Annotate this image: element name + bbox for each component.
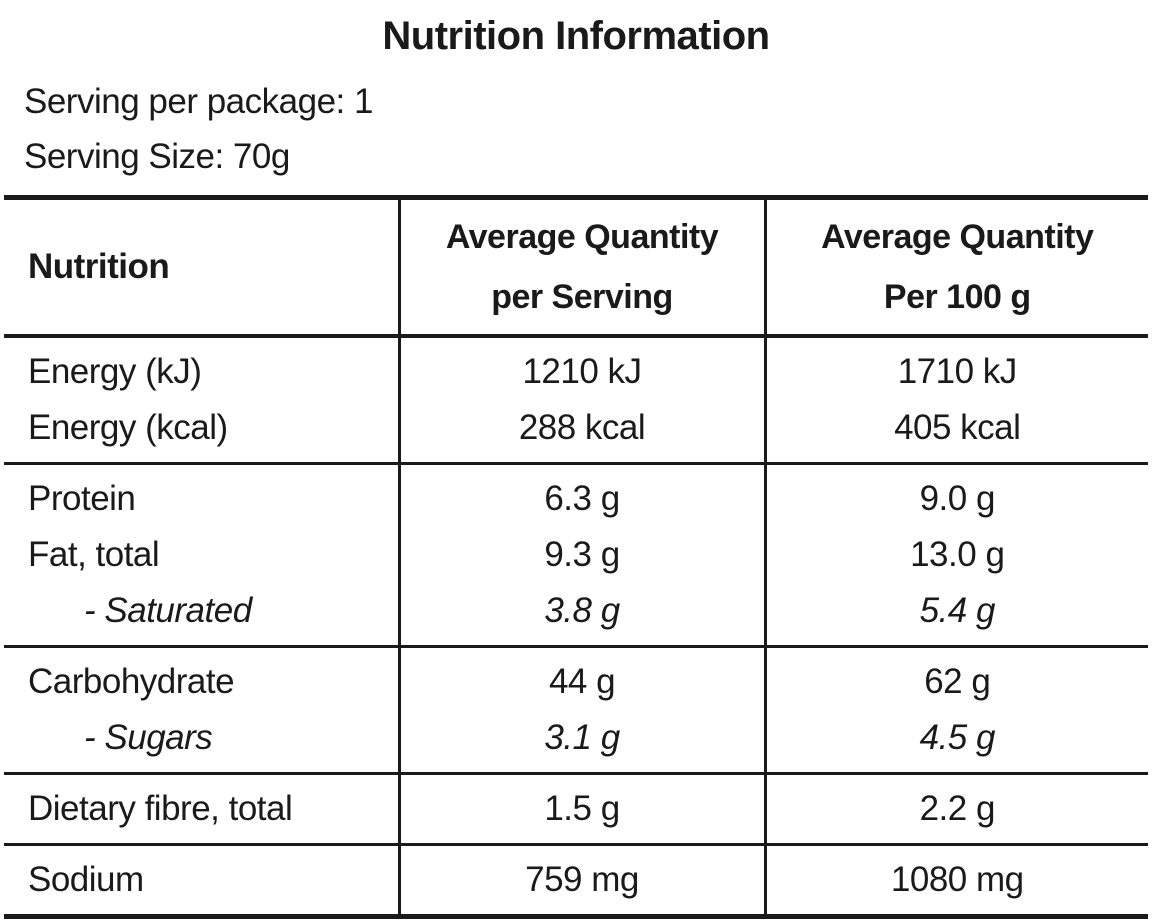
nutrient-label-cell: Carbohydrate - Sugars [4, 647, 399, 774]
per-serving-value: 9.3 g [544, 535, 620, 574]
nutrient-label: Protein [28, 479, 136, 518]
per-serving-value-cell: 1.5 g [397, 773, 765, 845]
per-serving-value: 6.3 g [544, 479, 620, 518]
per-serving-value: 3.1 g [544, 718, 620, 757]
nutrient-label: Fat, total [28, 535, 160, 574]
nutrient-label-cell: Sodium [4, 845, 399, 917]
per-serving-value-cell: 759 mg [397, 844, 765, 917]
per-100g-value: 13.0 g [910, 535, 1005, 574]
per-100g-value-cell: 2.2 g [763, 773, 1148, 845]
per-serving-value-cell: 44 g 3.1 g [397, 646, 765, 774]
nutrient-label-cell: Protein Fat, total - Saturated [4, 464, 399, 647]
per-100g-value: 405 kcal [894, 408, 1021, 447]
per-100g-value: 1710 kJ [897, 352, 1018, 391]
per-100g-value-cell: 62 g 4.5 g [763, 646, 1148, 774]
nutrient-label: Energy (kJ) [28, 352, 202, 391]
per-100g-value: 1080 mg [890, 860, 1024, 899]
header-per-100g-line2: Per 100 g [883, 278, 1031, 316]
table-section-row: Sodium 759 mg 1080 mg [4, 844, 1148, 917]
per-serving-value: 288 kcal [518, 408, 646, 447]
table-section-row: Energy (kJ) Energy (kcal) 1210 kJ 288 kcal 1… [4, 336, 1148, 464]
per-100g-value: 5.4 g [919, 591, 996, 630]
nutrient-label: Energy (kcal) [28, 408, 228, 447]
nutrient-label-cell: Energy (kJ) Energy (kcal) [4, 336, 399, 464]
header-per-serving-line2: per Serving [491, 278, 673, 316]
serving-size-text: Serving Size: 70g [24, 137, 290, 176]
per-100g-value-cell: 9.0 g 13.0 g 5.4 g [763, 463, 1148, 647]
per-serving-value-cell: 1210 kJ 288 kcal [397, 336, 765, 464]
per-100g-value: 9.0 g [919, 479, 996, 518]
table-section-row: Protein Fat, total - Saturated 6.3 g 9.3 g 3.… [4, 463, 1148, 647]
per-serving-value: 1210 kJ [522, 352, 642, 391]
nutrient-label: Carbohydrate [28, 662, 235, 701]
page-title: Nutrition Information [382, 14, 770, 58]
header-per-serving: Average Quantity per Serving [397, 197, 765, 336]
nutrient-label: - Sugars [84, 718, 213, 757]
per-100g-value-cell: 1080 mg [763, 844, 1148, 917]
header-per-100g: Average Quantity Per 100 g [763, 197, 1148, 336]
header-nutrition: Nutrition [28, 247, 170, 286]
serving-info: Serving per package: 1 Serving Size: 70g [24, 74, 1152, 184]
per-serving-value: 3.8 g [544, 591, 620, 630]
nutrition-table-header: Nutrition Average Quantity per Serving A… [4, 197, 1148, 336]
per-100g-value-cell: 1710 kJ 405 kcal [763, 336, 1148, 464]
per-100g-value: 4.5 g [919, 718, 996, 757]
per-serving-value: 44 g [548, 662, 616, 701]
header-per-100g-line1: Average Quantity [821, 218, 1094, 256]
per-serving-value-cell: 6.3 g 9.3 g 3.8 g [397, 463, 765, 647]
per-serving-value: 1.5 g [544, 789, 620, 828]
serving-per-package-text: Serving per package: 1 [24, 82, 373, 121]
table-section-row: Dietary fibre, total 1.5 g 2.2 g [4, 773, 1148, 845]
nutrient-label: Sodium [28, 860, 144, 899]
per-100g-value: 2.2 g [919, 789, 996, 828]
nutrition-table: Nutrition Average Quantity per Serving A… [4, 195, 1148, 919]
header-row: Nutrition Average Quantity per Serving A… [4, 197, 1148, 336]
nutrition-table-body: Energy (kJ) Energy (kcal) 1210 kJ 288 kcal 1… [4, 336, 1148, 917]
per-100g-value: 62 g [924, 662, 991, 701]
nutrient-label: Dietary fibre, total [28, 789, 293, 828]
header-per-serving-line1: Average Quantity [445, 218, 719, 256]
nutrient-label-cell: Dietary fibre, total [4, 774, 399, 845]
table-section-row: Carbohydrate - Sugars 44 g 3.1 g 62 g 4.5 g [4, 646, 1148, 774]
per-serving-value: 759 mg [525, 860, 639, 899]
nutrient-label: - Saturated [84, 591, 252, 630]
